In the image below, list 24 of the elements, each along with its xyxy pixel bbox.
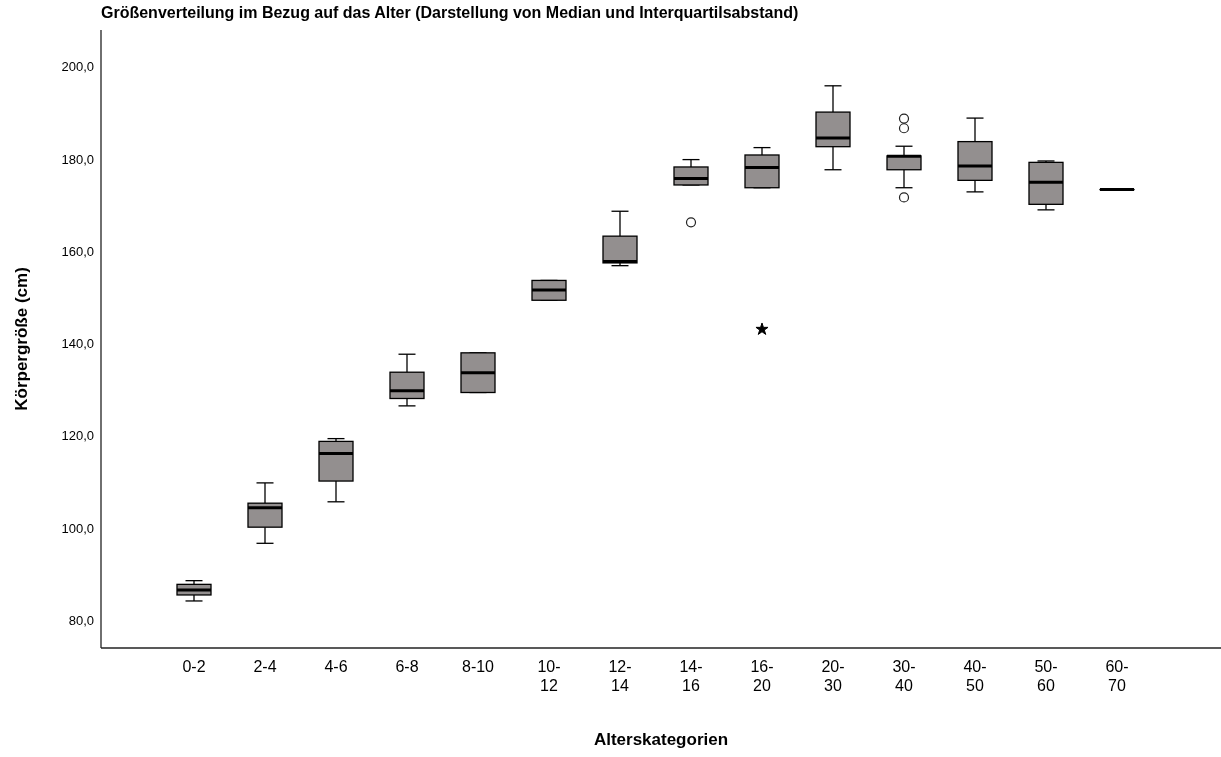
y-tick-label: 180,0 [61, 151, 94, 167]
y-tick-label: 100,0 [61, 520, 94, 536]
y-axis-title: Körpergröße (cm) [12, 267, 31, 411]
x-tick-label: 2-4 [253, 658, 277, 675]
x-tick-label: 10-12 [537, 658, 561, 694]
y-tick-label: 200,0 [61, 59, 94, 75]
x-axis-title: Alterskategorien [593, 730, 729, 749]
x-tick-label: 60-70 [1105, 658, 1129, 694]
x-tick-label: 16-20 [750, 658, 774, 694]
x-tick-label: 14-16 [679, 658, 703, 694]
y-tick-label: 120,0 [61, 428, 94, 444]
chart-title: Größenverteilung im Bezug auf das Alter (Darstellung von Median und Interquartilsabstand) [101, 4, 799, 21]
x-tick-label: 50-60 [1034, 658, 1058, 694]
x-tick-label: 6-8 [395, 658, 419, 675]
y-tick-label: 80,0 [68, 612, 94, 628]
y-tick-label: 140,0 [61, 336, 94, 352]
x-tick-label: 20-30 [821, 658, 845, 694]
x-tick-label: 8-10 [461, 658, 495, 675]
x-tick-label: 4-6 [324, 658, 348, 675]
x-tick-label: 12-14 [608, 658, 632, 694]
x-tick-label: 30-40 [892, 658, 916, 694]
x-tick-label: 0-2 [182, 658, 206, 675]
y-tick-label: 160,0 [61, 243, 94, 259]
x-tick-label: 40-50 [963, 658, 987, 694]
